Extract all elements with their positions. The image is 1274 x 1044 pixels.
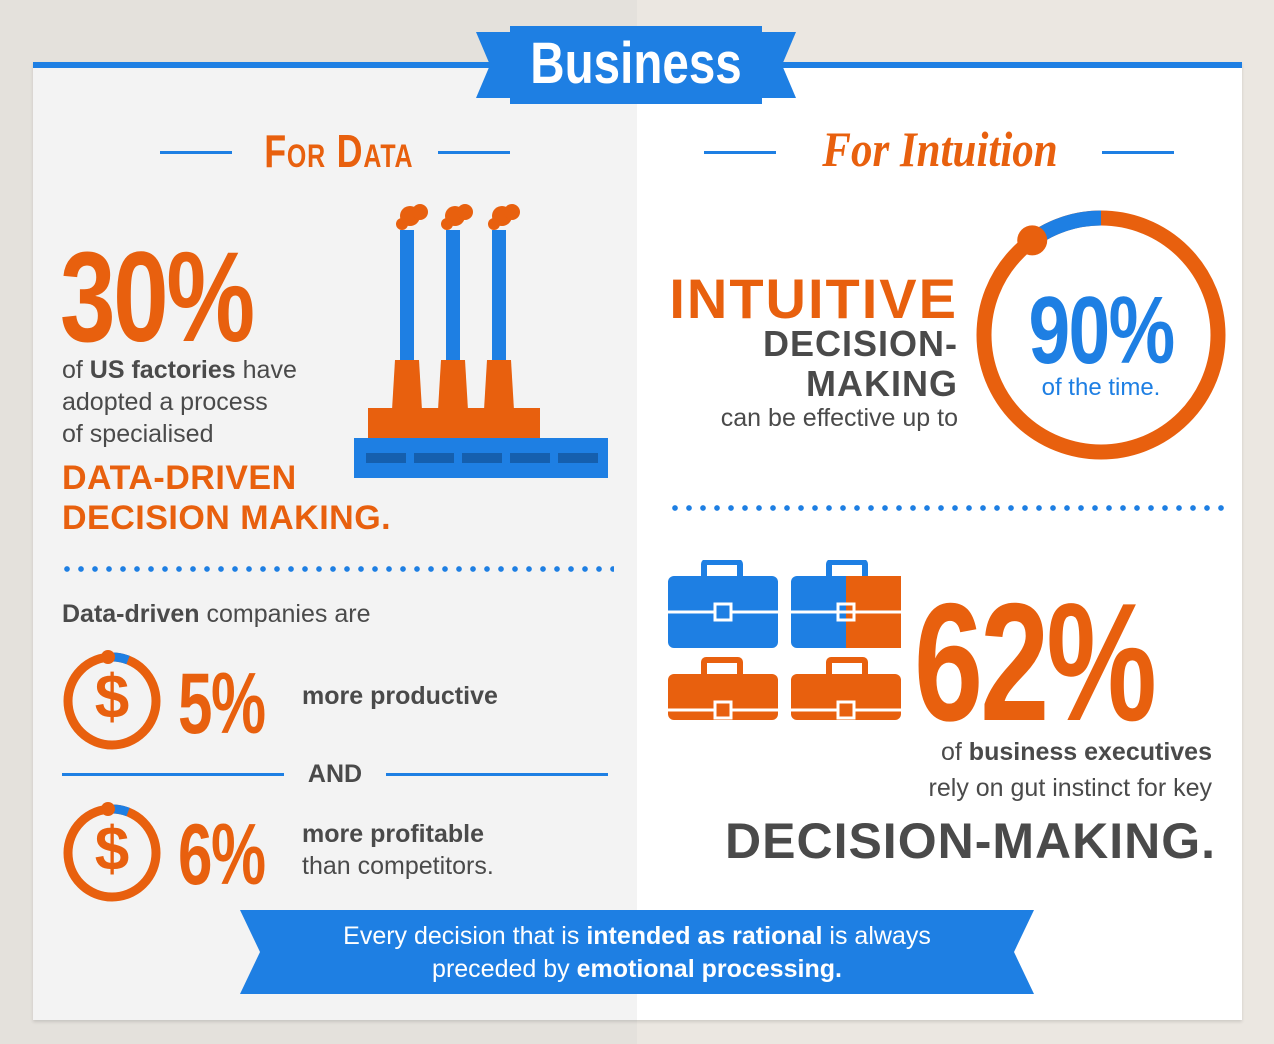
for-intuition-heading: For Intuition (822, 121, 1058, 177)
factories-percent: 30% (60, 226, 255, 369)
dollar-symbol: $ (94, 815, 130, 884)
decision-making-emphasis: DECISION-MAKING. (725, 813, 1216, 869)
heading-rule-left (160, 151, 232, 154)
intuition-percent: 90% (966, 276, 1236, 386)
bold-span: emotional processing. (576, 955, 842, 983)
factory-icon (354, 204, 608, 478)
decision-line: DECISION- (762, 323, 958, 364)
intuitive-word: INTUITIVE (669, 267, 958, 330)
text-span: of (62, 356, 90, 384)
and-label: AND (307, 760, 363, 788)
briefcases-icon (668, 560, 901, 720)
productive-text: more productive (302, 682, 498, 710)
page-title: Business (530, 31, 742, 96)
briefcase (668, 560, 778, 648)
heading-rule-left-2 (704, 151, 776, 154)
profitable-line-1: more profitable (302, 820, 484, 848)
text-span: is always (822, 922, 931, 950)
factories-line-2: adopted a process (62, 388, 268, 416)
text-span: preceded by (432, 955, 577, 983)
companies-intro: Data-driven companies are (62, 600, 370, 629)
dollar-symbol: $ (94, 663, 130, 732)
bold-span: intended as rational (586, 922, 823, 950)
percent-ring (976, 210, 1226, 460)
and-rule-right (386, 773, 608, 776)
executives-percent: 62% (914, 568, 1157, 756)
bold-span: US factories (89, 356, 236, 384)
decision-making-words: DECISION- MAKING (664, 324, 958, 404)
of-the-time: of the time. (1041, 374, 1161, 401)
for-data-heading: For Data (264, 125, 414, 177)
factories-text: of US factories have adopted a process o… (62, 354, 297, 450)
bold-span: Data-driven (62, 600, 200, 628)
quote-line-2: preceded by emotional processing. (240, 953, 1034, 986)
executives-line-1: of business executives (760, 734, 1212, 770)
dotted-divider-right (668, 505, 1226, 511)
profitable-line-2: than competitors. (302, 852, 494, 880)
factories-line-1: of US factories have (62, 354, 297, 386)
dollar-icon (63, 650, 161, 750)
factories-line-3: of specialised (62, 420, 214, 448)
percent-value: 90% (1028, 277, 1175, 384)
quote-line-1: Every decision that is intended as ratio… (240, 920, 1034, 953)
profitable-percent: 6% (178, 807, 266, 903)
text-span: companies are (199, 600, 371, 628)
dotted-divider-left (60, 566, 614, 572)
profitable-text: more profitable than competitors. (302, 818, 494, 882)
text-span: Every decision that is (343, 922, 587, 950)
executives-line-2: rely on gut instinct for key (928, 774, 1212, 802)
emphasis-line-1: DATA-DRIVEN (62, 459, 297, 497)
quote-text: Every decision that is intended as ratio… (240, 920, 1034, 986)
executives-text: of business executives rely on gut insti… (760, 734, 1212, 806)
dollar-icon (63, 802, 161, 902)
making-line: MAKING (806, 363, 958, 404)
heading-rule-right (438, 151, 510, 154)
and-rule-left (62, 773, 284, 776)
quote-banner (240, 910, 1034, 994)
text-span: have (235, 356, 297, 384)
heading-rule-right-2 (1102, 151, 1174, 154)
emphasis-line-2: DECISION MAKING. (62, 499, 392, 537)
title-ribbon (476, 26, 796, 104)
bold-span: business executives (968, 738, 1212, 766)
productive-percent: 5% (178, 656, 266, 752)
text-span: of (941, 738, 969, 766)
data-driven-emphasis: DATA-DRIVEN DECISION MAKING. (62, 458, 391, 538)
effective-text: can be effective up to (720, 404, 958, 432)
